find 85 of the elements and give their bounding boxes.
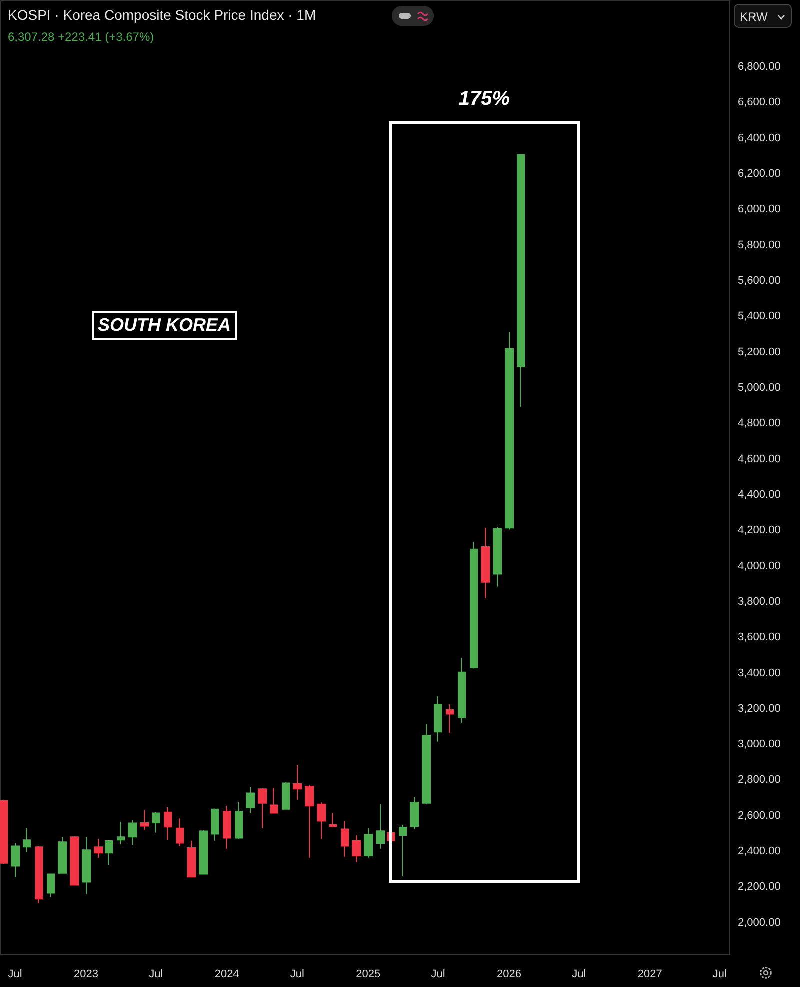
y-tick-label: 6,600.00 <box>738 96 781 109</box>
y-tick-label: 5,600.00 <box>738 274 781 287</box>
candlestick <box>0 799 8 865</box>
candlestick <box>364 828 373 858</box>
candlestick <box>199 830 208 876</box>
y-tick-label: 3,800.00 <box>738 596 781 608</box>
candlestick <box>235 802 243 840</box>
candlestick <box>128 820 137 846</box>
x-tick-label: 2023 <box>74 968 99 980</box>
y-tick-label: 6,200.00 <box>738 168 781 180</box>
y-tick-label: 2,600.00 <box>738 810 781 822</box>
candlestick <box>23 828 31 853</box>
text: 6,307.28 +223.41 (+3.67%) <box>8 30 154 44</box>
candlestick <box>399 824 407 878</box>
candlestick <box>94 838 103 859</box>
candlestick <box>11 842 20 878</box>
x-tick-label: Jul <box>149 968 164 980</box>
y-tick-label: 4,000.00 <box>738 560 781 572</box>
x-tick-label: Jul <box>712 968 727 980</box>
y-tick-label: 5,000.00 <box>738 382 781 394</box>
candlestick <box>82 836 91 895</box>
candlestick <box>176 818 184 847</box>
y-tick-label: 2,800.00 <box>738 774 781 786</box>
x-tick-label: 2025 <box>356 968 381 980</box>
y-tick-label: 4,800.00 <box>738 418 781 430</box>
candlestick <box>341 820 349 858</box>
candlestick <box>187 840 196 878</box>
x-tick-label: Jul <box>572 968 586 980</box>
y-tick-label: 5,200.00 <box>738 346 781 358</box>
candlestick <box>458 658 466 724</box>
x-tick-label: 2024 <box>214 968 240 980</box>
candlestick <box>270 788 278 814</box>
y-tick-label: 6,000.00 <box>738 204 781 216</box>
candlestick <box>517 154 525 408</box>
y-tick-label: 6,400.00 <box>738 132 781 144</box>
candlestick <box>305 785 314 858</box>
candlestick <box>317 802 326 840</box>
y-tick-label: 3,000.00 <box>738 738 781 751</box>
candlestick <box>152 812 160 834</box>
y-tick-label: 3,400.00 <box>738 667 781 680</box>
candlestick <box>258 788 267 829</box>
candlestick <box>246 786 255 814</box>
candlestick <box>481 527 490 599</box>
x-tick-label: Jul <box>290 968 304 980</box>
candlestick <box>35 846 43 904</box>
y-axis-title: KRW <box>740 10 768 24</box>
candlestick <box>505 331 514 530</box>
candlestick <box>70 836 79 886</box>
candlestick <box>282 782 290 810</box>
candlestick <box>422 724 431 805</box>
candlestick <box>58 836 67 874</box>
y-tick-label: 5,800.00 <box>738 239 781 252</box>
y-tick-label: 4,400.00 <box>738 488 781 501</box>
candlestick <box>493 526 502 588</box>
annotation: SOUTH KOREA <box>92 311 238 340</box>
candlestick <box>329 812 337 828</box>
x-tick-label: Jul <box>431 968 446 980</box>
candlestick <box>434 696 442 742</box>
candlestick <box>117 822 125 845</box>
candlestick <box>223 806 231 850</box>
candlestick <box>446 704 454 734</box>
y-tick-label: 6,800.00 <box>738 60 781 73</box>
y-tick-label: 4,200.00 <box>738 524 781 537</box>
y-tick-label: 2,400.00 <box>738 846 781 858</box>
candlestick <box>211 808 219 842</box>
candlestick <box>140 810 149 831</box>
candlestick <box>164 806 172 840</box>
y-tick-label: 5,400.00 <box>738 310 781 323</box>
candlestick <box>352 835 361 863</box>
candlestick <box>410 796 419 830</box>
y-tick-label: 4,600.00 <box>738 453 781 466</box>
candlestick <box>470 542 478 670</box>
y-tick-label: 3,200.00 <box>738 702 781 715</box>
x-tick-label: 2026 <box>497 968 522 980</box>
candlestick <box>47 873 55 898</box>
candlestick <box>105 839 113 866</box>
x-tick-label: 2027 <box>638 968 662 980</box>
annotation: 175% <box>458 88 512 111</box>
candlestick <box>376 804 385 850</box>
y-tick-label: 3,600.00 <box>738 632 781 644</box>
y-tick-label: 2,200.00 <box>738 881 781 894</box>
x-tick-label: Jul <box>8 968 22 980</box>
candlestick <box>293 764 302 800</box>
y-tick-label: 2,000.00 <box>738 916 781 929</box>
chart-title: KOSPI · Korea Composite Stock Price Index · 1M <box>8 7 316 23</box>
